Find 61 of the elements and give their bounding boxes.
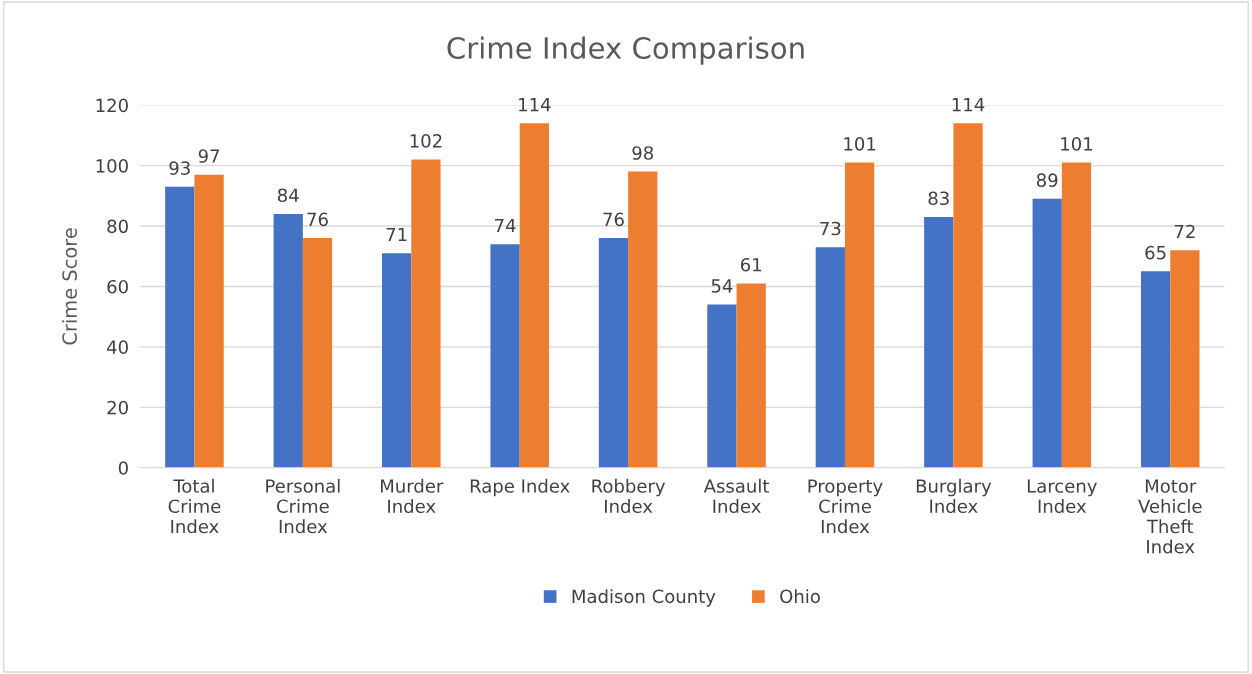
bar <box>1140 271 1171 468</box>
data-label: 114 <box>519 98 551 112</box>
data-label: 54 <box>711 279 733 293</box>
data-label: 84 <box>277 188 299 203</box>
data-label: 76 <box>307 212 328 227</box>
legend-label: Ohio <box>780 589 820 604</box>
bar <box>815 247 845 468</box>
y-tick-label: 40 <box>107 340 128 354</box>
x-tick-label: Property Crime Index <box>808 479 883 534</box>
bar <box>707 304 737 468</box>
chart-title: Crime Index Comparison <box>447 36 804 65</box>
x-tick-label: Larceny Index <box>1027 479 1097 514</box>
bar <box>273 213 303 468</box>
x-tick-label: Personal Crime Index <box>266 478 340 534</box>
data-label: 61 <box>740 257 762 272</box>
y-tick-label: 60 <box>107 279 128 294</box>
data-label: 114 <box>952 98 985 112</box>
bar <box>382 253 412 468</box>
y-tick-label: 120 <box>96 98 128 113</box>
bar <box>628 171 658 468</box>
bar <box>302 238 333 468</box>
data-label: 83 <box>928 191 949 206</box>
y-axis-title: Crime Score <box>61 228 77 345</box>
data-label: 98 <box>632 146 654 160</box>
x-tick-label: Burglary Index <box>916 478 992 514</box>
bar <box>953 123 983 468</box>
x-tick-label: Total Crime Index <box>168 478 221 534</box>
bar <box>598 238 629 468</box>
bar <box>1170 250 1200 468</box>
bar <box>844 162 875 468</box>
data-label: 93 <box>169 161 190 175</box>
x-tick-label: Rape Index <box>470 478 570 497</box>
x-tick-label: Robbery Index <box>592 478 666 514</box>
x-tick-label: Motor Vehicle Theft Index <box>1138 479 1202 554</box>
y-tick-label: 100 <box>96 159 128 173</box>
bar <box>490 244 520 468</box>
bar <box>411 159 441 468</box>
bar <box>194 174 224 468</box>
data-label: 74 <box>495 218 516 233</box>
data-label: 101 <box>1061 137 1093 151</box>
bar <box>1061 162 1092 468</box>
bar <box>1032 198 1062 468</box>
data-label: 71 <box>386 227 407 242</box>
data-label: 97 <box>198 149 220 163</box>
y-tick-label: 20 <box>107 400 128 415</box>
bar <box>519 123 549 468</box>
data-label: 101 <box>844 137 876 151</box>
legend-label: Madison County <box>572 589 716 607</box>
bar <box>736 283 766 468</box>
data-label: 65 <box>1145 245 1166 260</box>
x-tick-label: Assault Index <box>703 478 770 514</box>
bar <box>924 216 954 468</box>
data-label: 73 <box>820 221 841 236</box>
bar <box>165 186 195 468</box>
data-label: 72 <box>1174 224 1195 239</box>
data-label: 89 <box>1036 173 1058 187</box>
data-label: 76 <box>603 212 624 227</box>
x-tick-label: Murder Index <box>380 478 444 514</box>
y-tick-label: 0 <box>118 461 128 475</box>
y-tick-label: 80 <box>107 219 128 234</box>
data-label: 102 <box>410 134 442 148</box>
